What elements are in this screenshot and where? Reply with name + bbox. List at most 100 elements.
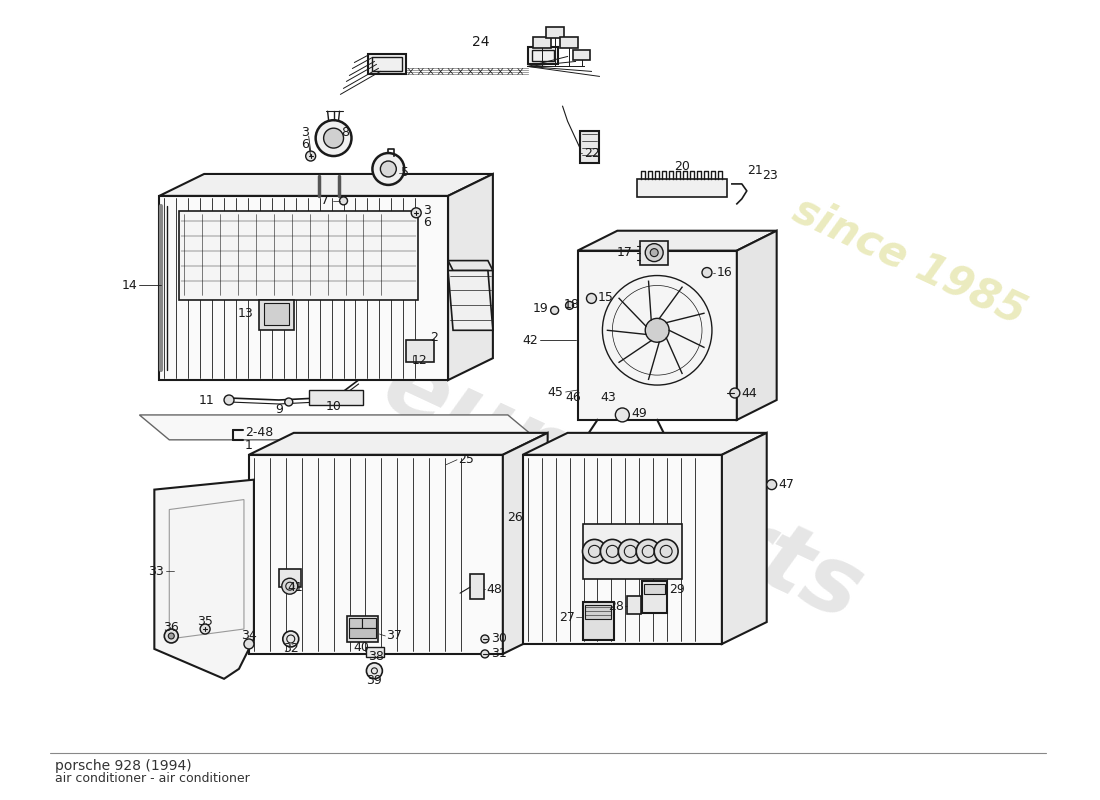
Circle shape [306,151,316,161]
Text: 2: 2 [430,330,438,344]
Text: 18: 18 [563,298,580,311]
Polygon shape [154,480,254,679]
Bar [637,179,727,197]
Circle shape [323,128,343,148]
Text: 30: 30 [491,633,507,646]
Circle shape [316,120,352,156]
Bar [528,46,558,65]
Text: 36: 36 [164,621,179,634]
Polygon shape [578,230,777,250]
Text: 28: 28 [608,600,625,613]
Bar [645,584,665,594]
Circle shape [730,388,740,398]
Bar [532,37,551,47]
Text: 1: 1 [245,439,253,452]
Polygon shape [448,261,493,270]
Text: 6: 6 [300,138,309,150]
Text: 38: 38 [368,650,384,663]
Text: 9: 9 [275,403,283,417]
Circle shape [551,306,559,314]
Bar [349,628,376,638]
Text: 16: 16 [717,266,733,279]
Text: 5: 5 [402,166,409,179]
Bar [349,618,362,628]
Bar [580,131,600,163]
Circle shape [586,294,596,303]
Circle shape [283,631,299,647]
Circle shape [636,539,660,563]
Text: 48: 48 [486,582,502,596]
Circle shape [565,302,573,310]
Text: a part: a part [319,515,512,643]
Text: 45: 45 [548,386,563,398]
Text: 7: 7 [320,194,329,207]
Text: 42: 42 [521,334,538,346]
Text: 37: 37 [386,630,403,642]
Bar [470,574,484,599]
Text: since 1985: since 1985 [786,188,1033,333]
Text: 2-48: 2-48 [245,426,273,439]
Text: 21: 21 [747,165,762,178]
Text: 46: 46 [565,390,582,403]
Text: 27: 27 [559,610,574,623]
Polygon shape [160,174,493,196]
Bar [531,50,553,62]
Circle shape [200,624,210,634]
Polygon shape [737,230,777,420]
Bar [406,340,434,362]
Text: 32: 32 [283,642,298,655]
Polygon shape [503,433,548,654]
Bar [640,241,668,265]
Text: 6: 6 [424,216,431,230]
Text: 13: 13 [239,307,254,320]
Bar [179,211,418,301]
Text: 20: 20 [674,161,690,174]
Bar [258,301,294,330]
Circle shape [646,318,669,342]
Polygon shape [448,174,493,380]
Text: 31: 31 [491,647,507,661]
Circle shape [650,249,658,257]
Text: 41: 41 [288,581,304,594]
Circle shape [601,539,625,563]
Text: 34: 34 [241,630,256,642]
Text: euroParts: euroParts [368,338,877,641]
Circle shape [366,663,383,679]
Circle shape [381,161,396,177]
Text: 3: 3 [300,126,309,138]
Text: 33: 33 [148,565,164,578]
Bar [373,58,403,71]
Text: 47: 47 [779,478,794,491]
Circle shape [282,578,298,594]
Text: 15: 15 [597,291,614,304]
Text: 35: 35 [197,614,213,627]
Bar [264,303,289,326]
Bar [572,50,591,61]
Circle shape [481,650,488,658]
Circle shape [615,408,629,422]
Text: 11: 11 [198,394,214,406]
Circle shape [244,639,254,649]
Polygon shape [722,433,767,644]
Circle shape [583,539,606,563]
Text: 39: 39 [366,674,383,687]
Text: 25: 25 [458,454,474,466]
Circle shape [411,208,421,218]
Text: 22: 22 [584,146,601,159]
Text: 26: 26 [507,511,522,524]
Text: 10: 10 [326,401,341,414]
Bar [362,618,376,628]
Bar [278,570,300,587]
Circle shape [164,629,178,643]
Bar [366,647,384,657]
Bar [627,596,641,614]
Text: 14: 14 [121,279,138,292]
Bar [642,582,667,613]
Text: 29: 29 [669,582,685,596]
Circle shape [654,539,678,563]
Circle shape [767,480,777,490]
Bar [346,616,378,642]
Circle shape [224,395,234,405]
Text: 44: 44 [741,386,758,399]
Bar [368,54,406,74]
